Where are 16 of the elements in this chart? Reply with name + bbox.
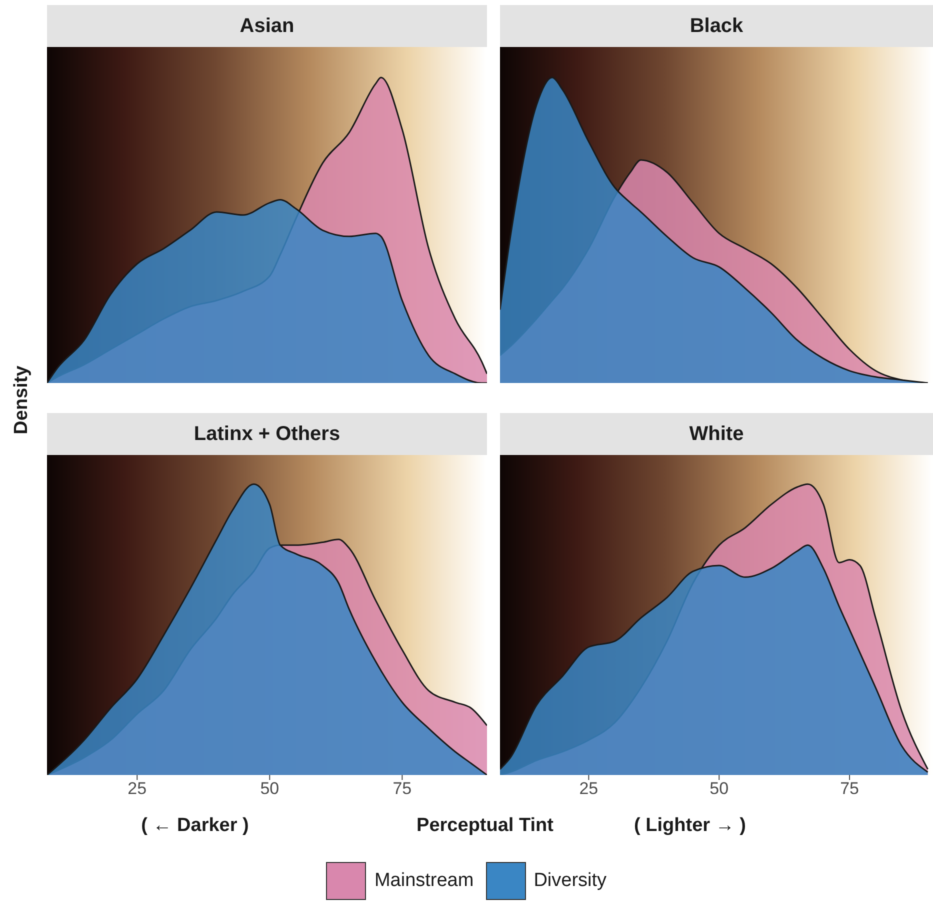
chart-title: Black [500,5,933,47]
legend-label: Mainstream [374,870,474,892]
x-tick-label: 25 [579,779,598,798]
x-tick-label: 50 [260,779,280,798]
y-axis-title: Density [11,366,33,434]
chart-title: White [500,413,933,455]
chart-title: Latinx + Others [47,413,487,455]
legend-label: Diversity [534,870,607,892]
x-axis-title: Perceptual Tint [416,815,554,837]
x-tick-label: 75 [392,779,412,798]
x-tick-label: 25 [128,779,147,798]
text: ( ← Darker ) [141,815,249,837]
x-tick-label: 75 [840,779,859,798]
text: ( Lighter → ) [634,815,746,837]
x-tick-label: 50 [710,779,729,798]
chart-title: Asian [47,5,487,47]
